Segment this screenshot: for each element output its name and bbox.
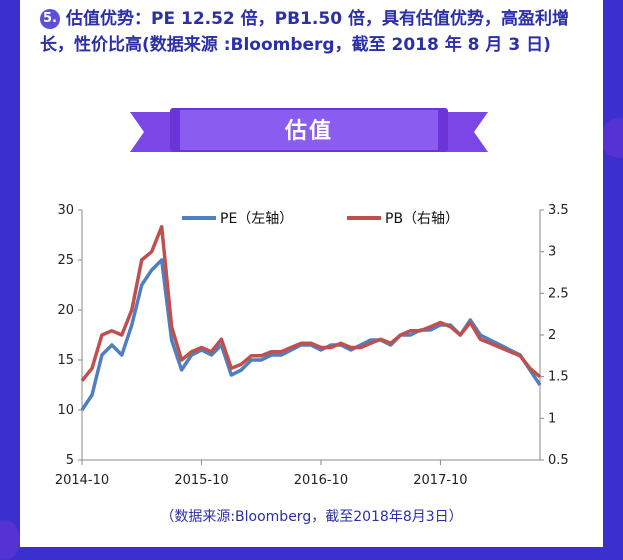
y-left-tick-label: 15: [57, 353, 74, 368]
series-line-pe: [80, 258, 542, 411]
x-tick-label: 2014-10: [55, 473, 109, 488]
y-right-tick-label: 2: [548, 328, 556, 343]
section-heading-text: 估值优势：PE 12.52 倍，PB1.50 倍，具有估值优势，高盈利增长，性价…: [40, 9, 569, 55]
decor-blob-right: [600, 118, 623, 158]
x-tick-label: 2017-10: [413, 473, 467, 488]
chart-svg: 5 10 15 20 25 30 0.5 1 1.5 2 2.5 3 3.5 2014-10 2015-10…: [55, 203, 569, 488]
y-right-tick-label: 1: [548, 411, 556, 426]
y-right-tick-label: 2.5: [548, 286, 569, 301]
y-left-tick-label: 10: [57, 403, 74, 418]
source-note: （数据来源:Bloomberg，截至2018年8月3日）: [160, 509, 463, 525]
x-tick-label: 2016-10: [294, 473, 348, 488]
y-right-tick-label: 3: [548, 245, 556, 260]
y-left-tick-label: 30: [57, 203, 74, 218]
section-heading: 5. 估值优势：PE 12.52 倍，PB1.50 倍，具有估值优势，高盈利增长，…: [40, 6, 580, 58]
y-right-tick-label: 0.5: [548, 453, 569, 468]
x-tick-label: 2015-10: [174, 473, 228, 488]
y-right-tick-label: 1.5: [548, 370, 569, 385]
y-left-tick-label: 20: [57, 303, 74, 318]
valuation-chart: 5 10 15 20 25 30 0.5 1 1.5 2 2.5 3 3.5 2014-10 2015-10…: [20, 170, 603, 500]
ribbon-shape: [130, 108, 488, 152]
ribbon-title: 估值: [284, 119, 333, 144]
legend-label-pe: PE（左轴）: [220, 211, 293, 227]
series-line-pb: [80, 224, 542, 382]
y-left-tick-label: 25: [57, 253, 74, 268]
legend-label-pb: PB（右轴）: [385, 211, 459, 227]
content-card: [20, 0, 603, 547]
y-right-tick-label: 3.5: [548, 203, 569, 218]
title-ribbon: 估值: [130, 108, 488, 156]
y-left-tick-label: 5: [66, 453, 74, 468]
section-number-badge: 5.: [40, 9, 60, 29]
decor-blob-bottom-left: [0, 520, 20, 560]
